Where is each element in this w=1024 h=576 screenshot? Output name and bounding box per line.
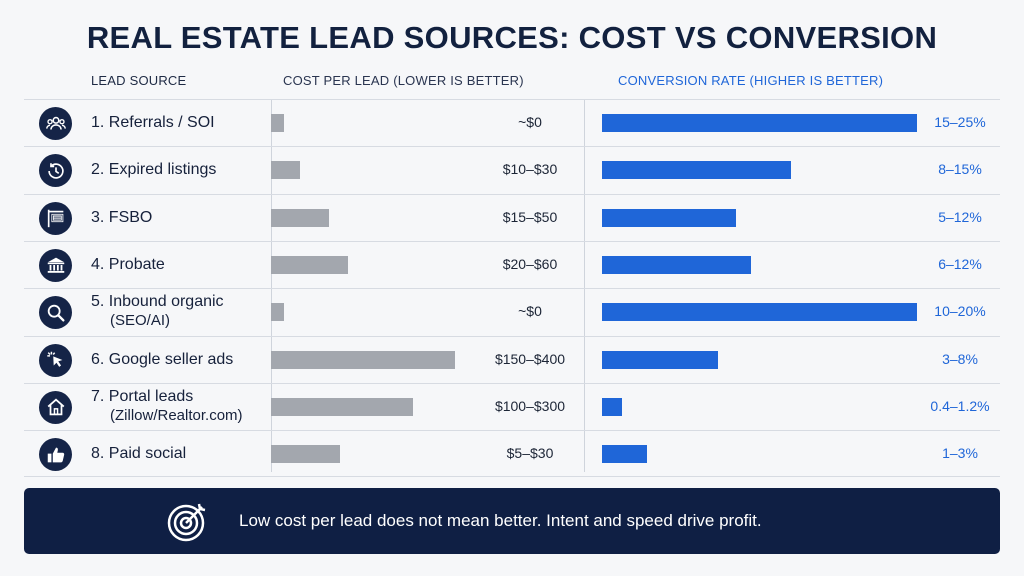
lead-source-name: 2. Expired listings bbox=[91, 161, 217, 179]
header-lead-source: LEAD SOURCE bbox=[91, 73, 187, 88]
conversion-bar bbox=[602, 303, 917, 322]
lead-source-label: 4. Probate bbox=[91, 255, 165, 274]
row-divider bbox=[24, 335, 1000, 337]
table-row: 2. Expired listings $10–$30 8–15% bbox=[24, 146, 1000, 193]
row-divider bbox=[24, 146, 1000, 148]
house-icon bbox=[39, 390, 72, 424]
row-divider bbox=[24, 99, 1000, 100]
table-row: 6. Google seller ads $150–$400 3–8% bbox=[24, 335, 1000, 383]
courthouse-icon bbox=[39, 248, 72, 282]
cost-bar bbox=[271, 208, 329, 227]
lead-source-label: 6. Google seller ads bbox=[91, 350, 233, 369]
lead-source-name: 6. Google seller ads bbox=[91, 350, 234, 368]
conversion-bar bbox=[602, 255, 751, 274]
conversion-value-label: 6–12% bbox=[938, 255, 982, 272]
cost-bar bbox=[271, 350, 456, 369]
magnifier-icon bbox=[39, 296, 72, 330]
row-divider bbox=[24, 240, 1000, 242]
conversion-value-label: 15–25% bbox=[934, 114, 986, 130]
cost-value-label: ~$0 bbox=[518, 114, 542, 130]
conversion-value-label: 8–15% bbox=[938, 161, 982, 178]
cost-value-label: $10–$30 bbox=[502, 161, 558, 178]
conversion-bar bbox=[602, 350, 718, 369]
cost-bar bbox=[271, 303, 285, 322]
lead-source-name: 7. Portal leads bbox=[91, 387, 194, 405]
conversion-value-label: 5–12% bbox=[938, 208, 982, 225]
lead-source-detail: (SEO/AI) bbox=[110, 312, 171, 330]
footer-message: Low cost per lead does not mean better. … bbox=[239, 511, 762, 530]
header-cost-per-lead: COST PER LEAD (LOWER IS BETTER) bbox=[283, 73, 524, 88]
conversion-bar bbox=[602, 208, 736, 227]
cursor-click-icon bbox=[39, 343, 72, 377]
cost-value-label: $150–$400 bbox=[494, 350, 566, 367]
table-row: 7. Portal leads (Zillow/Realtor.com) $100–… bbox=[24, 382, 1000, 430]
for-sale-sign-icon bbox=[39, 201, 72, 235]
lead-source-label: 8. Paid social bbox=[91, 444, 186, 463]
column-divider bbox=[271, 100, 272, 472]
lead-source-name: 3. FSBO bbox=[91, 208, 153, 226]
table-row: 8. Paid social $5–$30 1–3% bbox=[24, 430, 1000, 478]
conversion-value-label: 10–20% bbox=[934, 303, 986, 320]
cost-bar bbox=[271, 114, 285, 132]
lead-source-name: 1. Referrals / SOI bbox=[91, 114, 215, 131]
header-conversion-rate: CONVERSION RATE (HIGHER IS BETTER) bbox=[618, 73, 884, 88]
lead-source-label: 2. Expired listings bbox=[91, 160, 216, 179]
lead-source-label: 3. FSBO bbox=[91, 208, 152, 227]
clock-history-icon bbox=[39, 154, 72, 188]
conversion-bar bbox=[602, 445, 648, 464]
lead-source-name: 8. Paid social bbox=[91, 445, 187, 463]
conversion-bar bbox=[602, 114, 917, 132]
conversion-bar bbox=[602, 161, 791, 180]
conversion-value-label: 0.4–1.2% bbox=[930, 397, 990, 414]
row-divider bbox=[24, 193, 1000, 195]
lead-source-name: 4. Probate bbox=[91, 255, 165, 273]
cost-value-label: $5–$30 bbox=[506, 445, 554, 462]
cost-value-label: ~$0 bbox=[518, 303, 542, 320]
lead-source-detail: (Zillow/Realtor.com) bbox=[110, 406, 243, 424]
row-divider bbox=[24, 476, 1000, 478]
table-row: 5. Inbound organic (SEO/AI) ~$0 10–20% bbox=[24, 288, 1000, 335]
cost-bar bbox=[271, 255, 348, 274]
column-divider bbox=[584, 100, 585, 472]
lead-source-label: 7. Portal leads (Zillow/Realtor.com) bbox=[91, 387, 243, 425]
people-icon bbox=[39, 107, 72, 140]
footer-banner: Low cost per lead does not mean better. … bbox=[24, 488, 1000, 554]
row-divider bbox=[24, 430, 1000, 432]
cost-value-label: $20–$60 bbox=[502, 255, 558, 272]
lead-source-name: 5. Inbound organic bbox=[91, 293, 224, 311]
conversion-bar bbox=[602, 397, 623, 416]
table-row: 4. Probate $20–$60 6–12% bbox=[24, 240, 1000, 288]
target-icon bbox=[166, 499, 210, 543]
row-divider bbox=[24, 288, 1000, 290]
row-divider bbox=[24, 382, 1000, 384]
page-title: REAL ESTATE LEAD SOURCES: COST VS CONVER… bbox=[86, 20, 938, 55]
cost-bar bbox=[271, 161, 300, 180]
thumbs-up-icon bbox=[39, 438, 72, 472]
table-row: 1. Referrals / SOI ~$0 15–25% bbox=[24, 99, 1000, 146]
cost-bar bbox=[271, 445, 341, 464]
cost-value-label: $15–$50 bbox=[502, 208, 558, 225]
lead-source-label: 1. Referrals / SOI bbox=[91, 113, 215, 132]
table-row: 3. FSBO $15–$50 5–12% bbox=[24, 193, 1000, 241]
conversion-value-label: 3–8% bbox=[942, 350, 978, 367]
cost-bar bbox=[271, 397, 414, 416]
conversion-value-label: 1–3% bbox=[942, 445, 978, 462]
lead-source-label: 5. Inbound organic (SEO/AI) bbox=[91, 292, 224, 330]
cost-value-label: $100–$300 bbox=[494, 397, 566, 414]
